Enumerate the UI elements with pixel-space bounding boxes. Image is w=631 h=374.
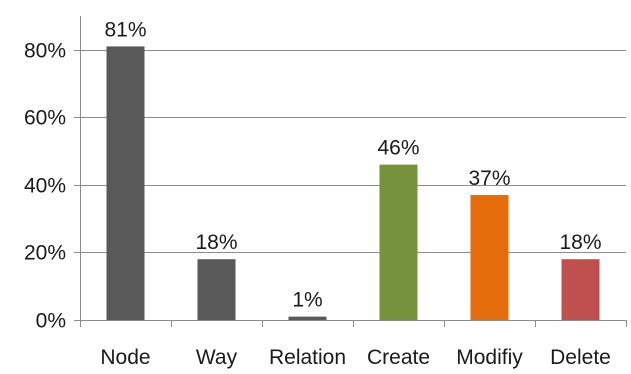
data-label-node: 81% <box>104 18 146 41</box>
data-label-way: 18% <box>195 231 237 254</box>
y-tick-label-0: 0% <box>36 310 66 333</box>
data-label-delete: 18% <box>559 231 601 254</box>
labels: 0% 20% 40% 60% 80% 81% Node 18% Way 1% Relation 46%… <box>24 18 611 369</box>
gridlines <box>80 50 626 253</box>
bar-node <box>106 46 145 321</box>
y-tick-label-60: 60% <box>24 107 66 130</box>
category-label-relation: Relation <box>269 346 346 369</box>
y-tick-label-80: 80% <box>24 40 66 63</box>
bars <box>106 46 600 321</box>
category-label-delete: Delete <box>550 346 611 369</box>
bar-delete <box>561 259 600 320</box>
bar-relation <box>288 316 327 320</box>
y-tick-label-40: 40% <box>24 175 66 198</box>
category-label-way: Way <box>196 346 238 369</box>
data-label-modifiy: 37% <box>468 167 510 190</box>
bar-modifiy <box>470 195 509 320</box>
data-label-create: 46% <box>377 137 419 160</box>
category-label-modifiy: Modifiy <box>456 346 523 369</box>
axes <box>74 16 627 327</box>
bar-way <box>197 259 236 320</box>
bar-create <box>379 164 418 320</box>
category-label-node: Node <box>100 346 150 369</box>
data-label-relation: 1% <box>292 289 322 312</box>
y-tick-label-20: 20% <box>24 242 66 265</box>
category-label-create: Create <box>367 346 430 369</box>
